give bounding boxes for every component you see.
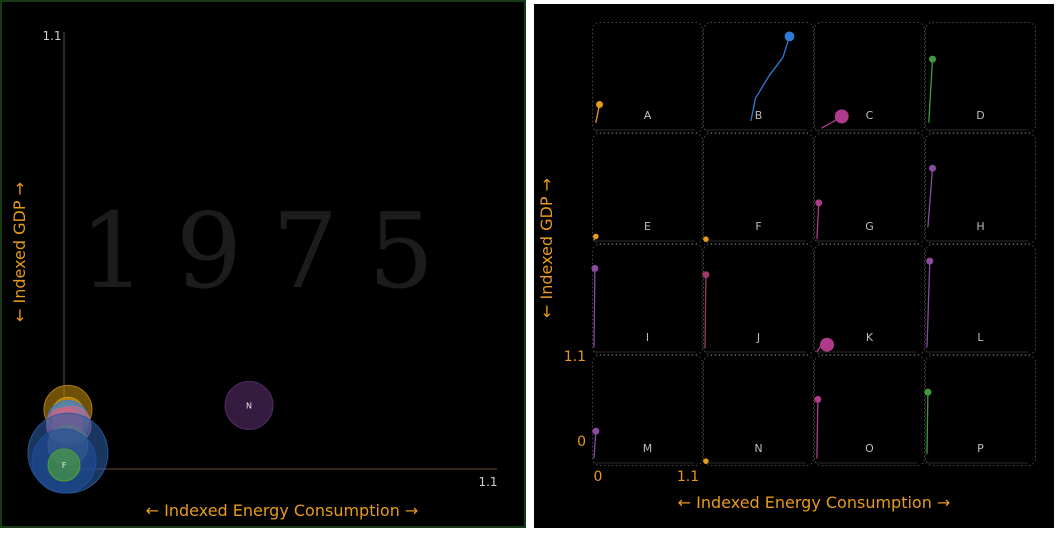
cell-label: G [865,220,874,233]
small-multiple-g: G [814,133,925,244]
cell-label: E [644,220,651,233]
trajectory-end-point [703,236,709,242]
trajectory-line [816,202,820,240]
x-axis-max-tick: 1.1 [478,475,497,489]
trajectory-line [926,261,931,348]
small-multiple-j: J [702,244,814,355]
small-multiple-e: E [592,133,703,244]
cell-label: N [754,442,762,455]
y-axis-max-tick: 1.1 [564,349,586,365]
x-axis-label: ← Indexed Energy Consumption → [678,493,951,512]
trajectory-end-point [924,388,932,396]
cell-border [592,133,703,244]
trajectory-end-point [834,109,849,124]
small-multiple-c: C [814,22,925,133]
cell-border [925,22,1036,133]
cell-label: D [976,109,984,122]
trajectory-end-point [784,31,795,42]
bubble-layer: FN [27,380,274,494]
y-axis-zero-tick: 0 [577,434,586,450]
trajectory-end-point [592,427,600,435]
x-axis-label: ← Indexed Energy Consumption → [146,501,419,520]
cell-label: P [977,442,984,455]
small-multiples-panel: A B C D E F G H I J K L M N O P 0 1.1 0 1.1 ← Indexed E… [534,4,1054,528]
trajectory-line [593,268,596,348]
cell-label: L [977,331,984,344]
cell-border [814,133,925,244]
cell-border [925,133,1036,244]
bubble-n [224,380,274,430]
small-multiple-f: F [703,133,814,244]
cell-label: K [866,331,874,344]
trajectory-line [750,36,791,122]
cell-border [703,133,814,244]
trajectory-line [593,431,597,459]
cell-label: O [865,442,874,455]
trajectory-end-point [591,264,599,272]
cell-border [814,244,925,355]
cell-border [703,355,814,466]
small-multiple-m: M [592,355,703,466]
year-watermark: 1975 [80,190,465,312]
cell-border [592,244,703,355]
trajectory-end-point [593,233,599,240]
cell-border [703,244,814,355]
trajectory-end-point [926,257,934,265]
small-multiple-k: K [814,244,925,355]
small-multiple-d: D [925,22,1036,133]
trajectory-end-point [703,458,709,464]
small-multiple-h: H [925,133,1036,244]
trajectory-line [928,59,934,123]
cell-border [592,22,703,133]
trajectory-end-point [815,199,823,207]
cell-label: M [643,442,653,455]
x-axis-max-tick: 1.1 [677,469,699,485]
trajectory-end-point [814,395,822,403]
small-multiple-l: L [925,244,1036,355]
trajectory-end-point [929,164,937,172]
trajectory-line [704,274,707,349]
trajectory-end-point [929,55,937,63]
small-multiple-a: A [592,22,703,133]
cell-label: I [646,331,649,344]
cell-border [592,355,703,466]
cell-border [925,244,1036,355]
cell-label: J [756,331,760,344]
cell-label: C [866,109,874,122]
trajectory-end-point [702,271,710,279]
y-axis-label: ← Indexed GDP → [537,178,556,318]
x-axis-zero-tick: 0 [594,469,603,485]
small-multiples-grid: A B C D E F G H I J K L M N O P [591,22,1036,466]
bubble-chart: 1975 1.1 1.1 ← Indexed Energy Consumptio… [10,29,498,520]
small-multiple-p: P [924,355,1036,466]
bubble-label-n: N [246,401,252,410]
trajectory-line [927,168,934,228]
cell-border [703,22,814,133]
cell-label: F [755,220,761,233]
trajectory-end-point [820,337,835,352]
cell-border [925,355,1036,466]
cell-border [814,355,925,466]
small-multiple-b: B [703,22,814,133]
bubble-label-f: F [62,461,67,470]
y-axis-label: ← Indexed GDP → [10,182,29,322]
bubble-f [47,448,81,482]
small-multiple-o: O [814,355,925,466]
cell-label: H [976,220,984,233]
trajectory-line [816,399,819,459]
small-multiple-n: N [703,355,814,466]
small-multiples-chart: A B C D E F G H I J K L M N O P 0 1.1 0 1.1 ← Indexed E… [537,22,1036,512]
cell-border [814,22,925,133]
bubble-chart-panel: 1975 1.1 1.1 ← Indexed Energy Consumptio… [0,0,526,528]
y-axis-max-tick: 1.1 [42,29,61,43]
cell-label: A [644,109,652,122]
trajectory-end-point [596,101,604,109]
small-multiple-i: I [591,244,703,355]
trajectory-line [926,392,929,454]
cell-label: B [755,109,763,122]
